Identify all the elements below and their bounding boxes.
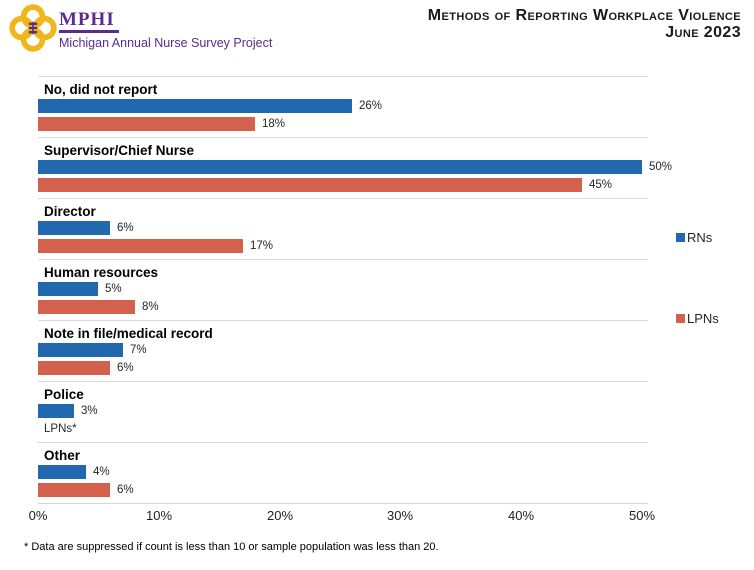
plot-area: No, did not report 26% 18% Supervisor/Chief…: [38, 76, 672, 503]
x-axis-tick-label: 10%: [145, 508, 173, 523]
legend-item-lpns: LPNs: [676, 311, 719, 326]
rn-bar: [38, 99, 352, 113]
logo-org-name: MPHI: [59, 10, 119, 33]
rn-bar: [38, 160, 642, 174]
chart-group: Director 6% 17%: [38, 198, 648, 259]
x-axis-line: [38, 503, 648, 504]
bar-value-label: 3%: [81, 405, 98, 417]
logo-project-name: Michigan Annual Nurse Survey Project: [59, 36, 273, 50]
chart-subtitle-date: June 2023: [665, 24, 741, 41]
chart-group: Police 3% LPNs*: [38, 381, 648, 442]
mphi-logo: MPHI Michigan Annual Nurse Survey Projec…: [8, 3, 272, 53]
legend-item-rns: RNs: [676, 230, 712, 245]
category-label: Police: [44, 387, 84, 402]
category-label: Other: [44, 448, 81, 463]
lpn-color-swatch: [676, 314, 685, 323]
lpn-bar: [38, 239, 243, 253]
chart-group: Note in file/medical record 7% 6%: [38, 320, 648, 381]
bar-value-label: 50%: [649, 161, 673, 173]
chart-title-block: Methods of Reporting Workplace Violence …: [428, 8, 741, 41]
rn-bar: [38, 465, 86, 479]
bar-value-label: 4%: [93, 466, 110, 478]
bar-value-label: 8%: [142, 301, 159, 313]
rn-bar: [38, 343, 123, 357]
bar-value-label: 26%: [359, 100, 383, 112]
bar-value-label: 45%: [589, 179, 613, 191]
lpn-bar: [38, 300, 135, 314]
legend-label-rns: RNs: [687, 230, 713, 245]
bar-value-label: 6%: [117, 362, 134, 374]
rn-bar: [38, 404, 74, 418]
chart-title: Methods of Reporting Workplace Violence: [427, 7, 741, 24]
bar-value-label: 5%: [105, 283, 122, 295]
category-label: Note in file/medical record: [44, 326, 213, 341]
lpn-bar: [38, 483, 110, 497]
x-axis-tick-label: 20%: [266, 508, 294, 523]
bar-value-label: 6%: [117, 484, 134, 496]
mphi-logo-icon: [8, 3, 58, 53]
lpn-bar: [38, 117, 255, 131]
x-axis-tick-label: 50%: [628, 508, 656, 523]
bar-value-label: 17%: [250, 240, 274, 252]
category-label: No, did not report: [44, 82, 158, 97]
bar-value-label: 6%: [117, 222, 134, 234]
rn-bar: [38, 282, 98, 296]
legend-label-lpns: LPNs: [687, 311, 719, 326]
suppressed-value-label: LPNs*: [44, 423, 77, 435]
logo-text: MPHI Michigan Annual Nurse Survey Projec…: [59, 3, 272, 50]
bar-value-label: 18%: [262, 118, 286, 130]
chart-group: No, did not report 26% 18%: [38, 76, 648, 137]
x-axis-tick-label: 0%: [28, 508, 48, 523]
lpn-bar: [38, 361, 110, 375]
rn-bar: [38, 221, 110, 235]
bar-value-label: 7%: [130, 344, 147, 356]
category-label: Director: [44, 204, 96, 219]
suppression-footnote: * Data are suppressed if count is less t…: [24, 541, 439, 553]
x-axis-tick-label: 30%: [386, 508, 414, 523]
x-axis-tick-label: 40%: [507, 508, 535, 523]
chart-group: Human resources 5% 8%: [38, 259, 648, 320]
rn-color-swatch: [676, 233, 685, 242]
chart-group: Supervisor/Chief Nurse 50% 45%: [38, 137, 672, 198]
chart-group: Other 4% 6%: [38, 442, 648, 503]
category-label: Human resources: [44, 265, 159, 280]
category-label: Supervisor/Chief Nurse: [44, 143, 195, 158]
lpn-bar: [38, 178, 582, 192]
